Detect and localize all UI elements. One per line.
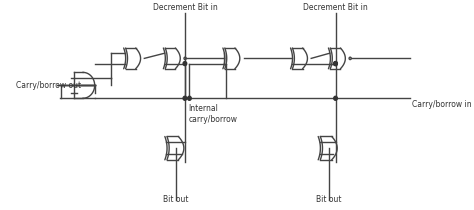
Circle shape	[188, 96, 191, 100]
Text: Decrement Bit in: Decrement Bit in	[153, 3, 217, 12]
Text: Carry/borrow in: Carry/borrow in	[412, 100, 472, 109]
Text: Internal
carry/borrow: Internal carry/borrow	[189, 104, 237, 124]
Circle shape	[183, 96, 187, 100]
Text: Carry/borrow out: Carry/borrow out	[16, 81, 82, 90]
Text: Decrement Bit in: Decrement Bit in	[303, 3, 368, 12]
Text: Bit out: Bit out	[163, 195, 189, 204]
Circle shape	[334, 62, 337, 66]
Circle shape	[183, 62, 187, 66]
Circle shape	[334, 62, 337, 66]
Circle shape	[334, 96, 337, 100]
Text: Bit out: Bit out	[317, 195, 342, 204]
